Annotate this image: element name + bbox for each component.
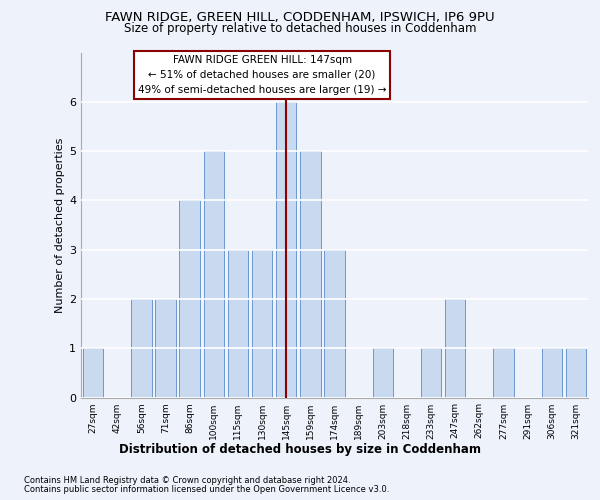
Bar (421, 348, 442, 398)
Bar (542, 348, 562, 398)
Bar (179, 200, 200, 398)
Y-axis label: Number of detached properties: Number of detached properties (55, 138, 65, 312)
Bar (155, 299, 176, 398)
Bar (300, 151, 320, 398)
Bar (493, 348, 514, 398)
Bar (252, 250, 272, 398)
Bar (373, 348, 393, 398)
Bar (131, 299, 152, 398)
Bar (445, 299, 466, 398)
Text: FAWN RIDGE GREEN HILL: 147sqm
← 51% of detached houses are smaller (20)
49% of s: FAWN RIDGE GREEN HILL: 147sqm ← 51% of d… (138, 55, 386, 94)
Text: Size of property relative to detached houses in Coddenham: Size of property relative to detached ho… (124, 22, 476, 35)
Bar (566, 348, 586, 398)
Bar (83, 348, 103, 398)
Bar (203, 151, 224, 398)
Text: FAWN RIDGE, GREEN HILL, CODDENHAM, IPSWICH, IP6 9PU: FAWN RIDGE, GREEN HILL, CODDENHAM, IPSWI… (105, 11, 495, 24)
Bar (276, 102, 296, 398)
Text: Distribution of detached houses by size in Coddenham: Distribution of detached houses by size … (119, 442, 481, 456)
Text: Contains HM Land Registry data © Crown copyright and database right 2024.: Contains HM Land Registry data © Crown c… (24, 476, 350, 485)
Bar (227, 250, 248, 398)
Text: Contains public sector information licensed under the Open Government Licence v3: Contains public sector information licen… (24, 485, 389, 494)
Bar (324, 250, 345, 398)
